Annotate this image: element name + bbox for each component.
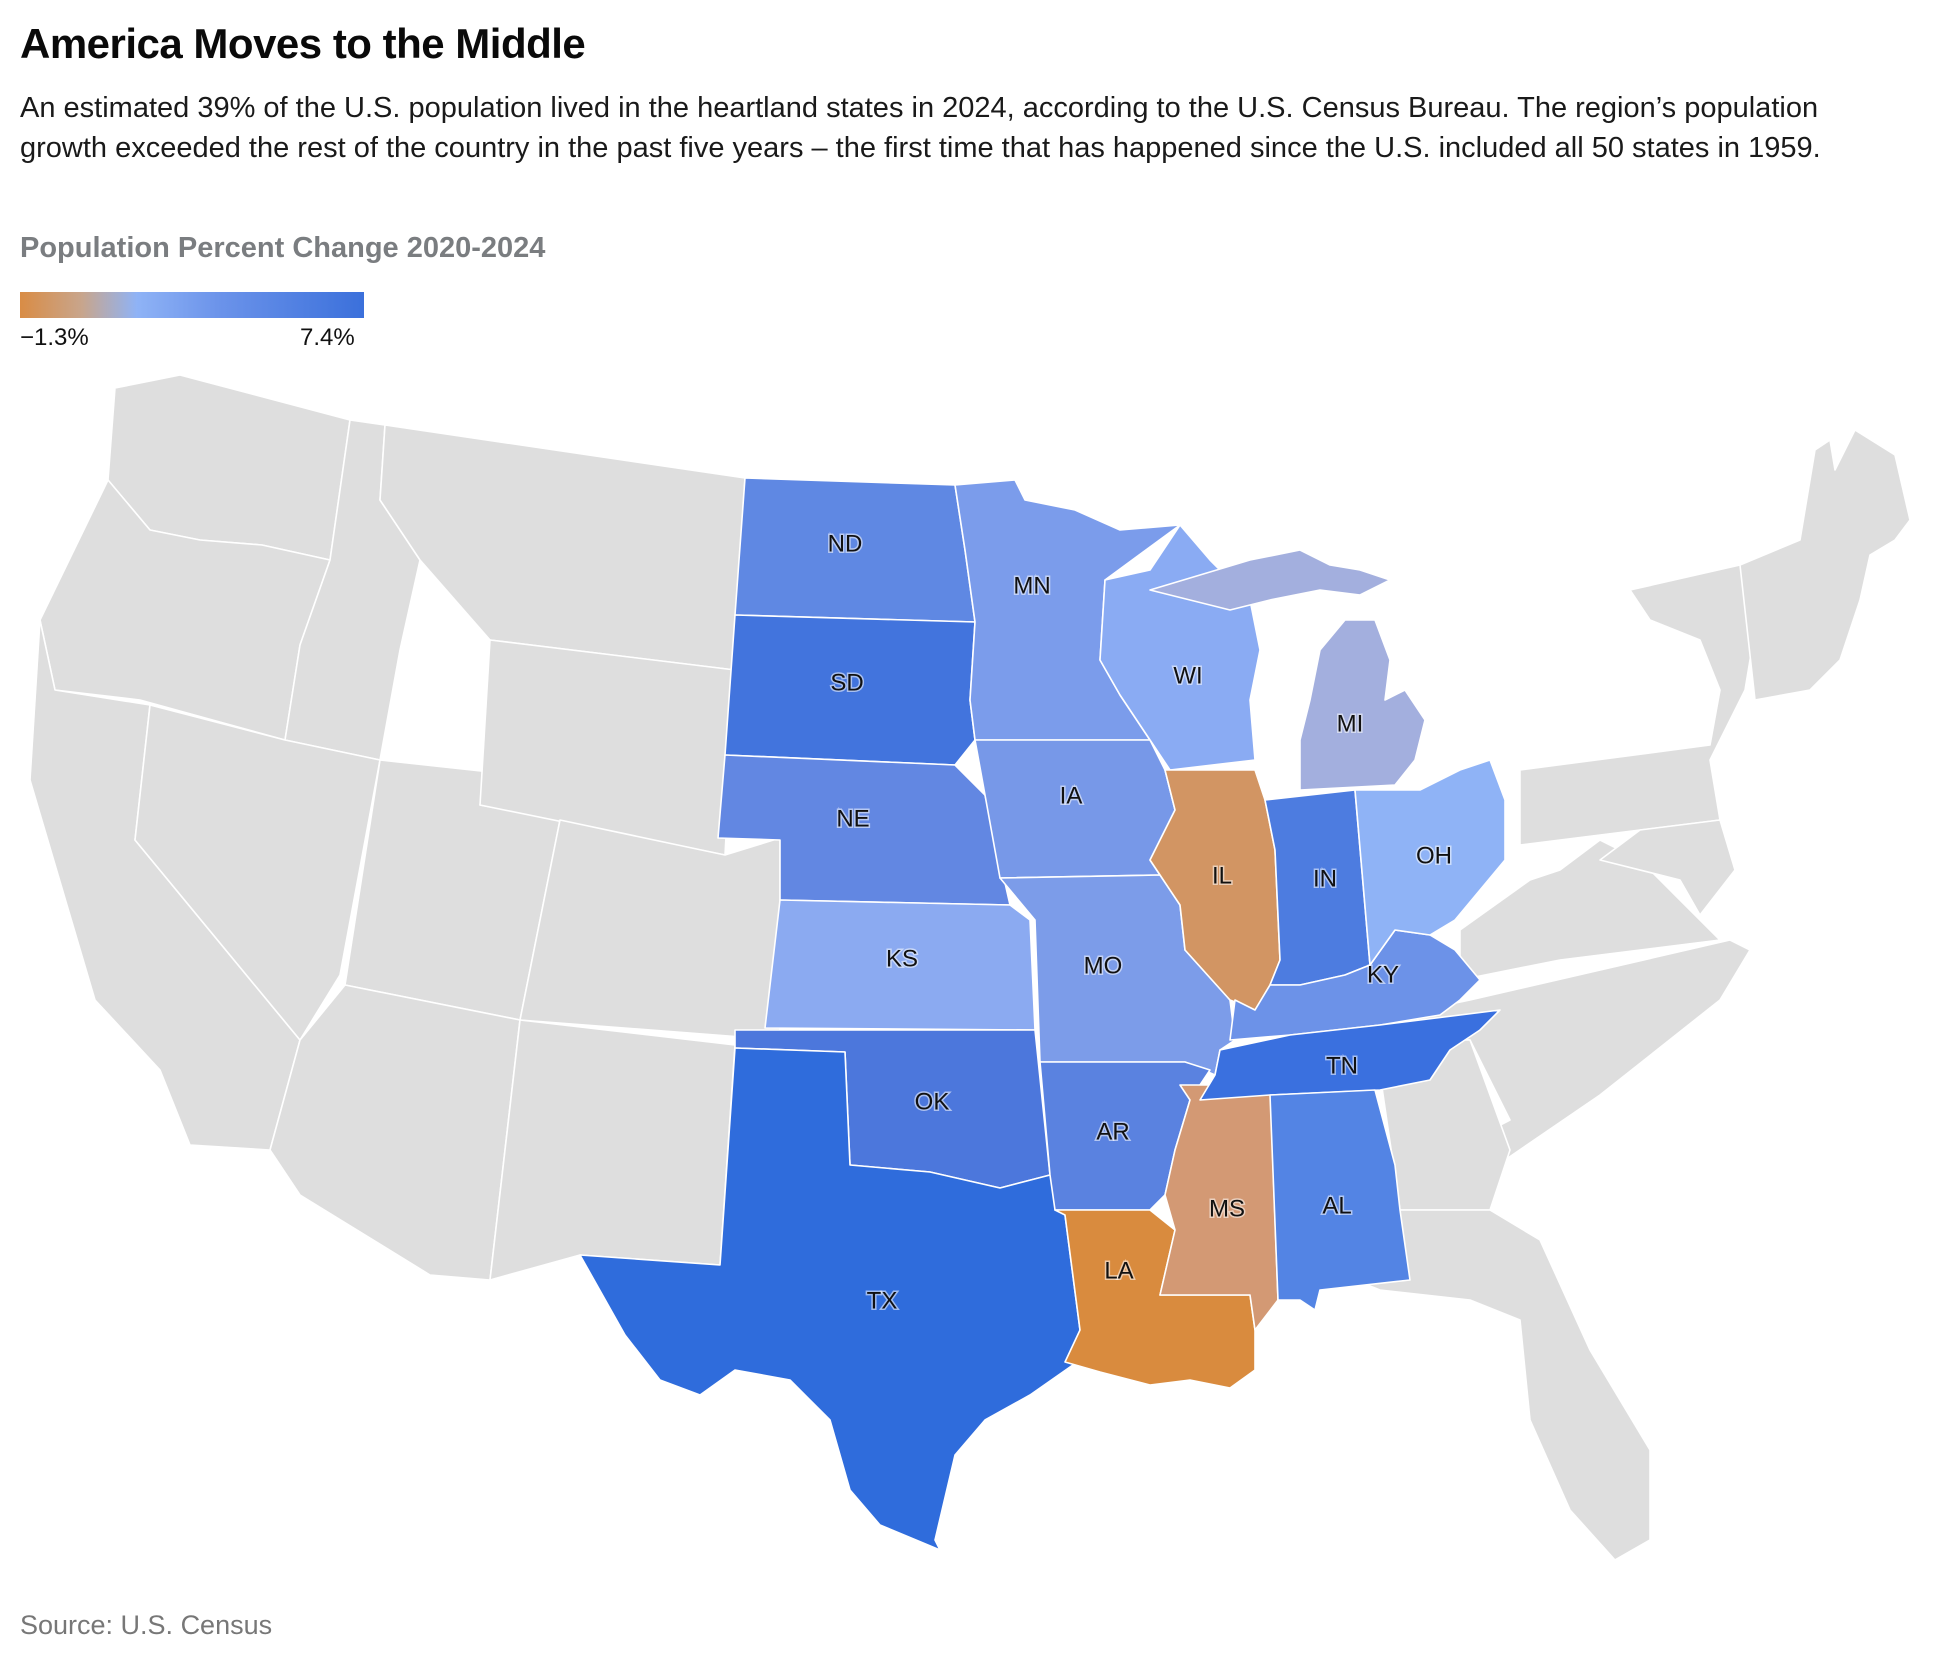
legend-max-label: 7.4%: [300, 324, 355, 351]
label-la: LA: [1104, 1257, 1133, 1284]
state-md-de-nj: [1599, 819, 1736, 916]
source-note: Source: U.S. Census: [20, 1610, 273, 1640]
state-co: [519, 819, 781, 1041]
state-nv: [134, 704, 381, 1041]
label-nd: ND: [828, 530, 863, 557]
other-states: [29, 374, 1911, 1561]
legend-min-label: −1.3%: [20, 324, 89, 351]
state-va-wv: [1459, 839, 1721, 981]
state-ky: [1229, 929, 1481, 1041]
state-oh: [1354, 759, 1506, 966]
label-in: IN: [1313, 865, 1337, 892]
label-mo: MO: [1084, 952, 1123, 979]
us-heartland-map: ND SD NE KS OK TX MN IA MO AR LA WI IL M…: [29, 374, 1911, 1561]
state-pa-ny: [1519, 564, 1761, 846]
label-il: IL: [1212, 862, 1232, 889]
label-oh: OH: [1416, 842, 1452, 869]
state-fl: [1319, 1209, 1651, 1561]
state-labels: ND SD NE KS OK TX MN IA MO AR LA WI IL M…: [826, 529, 1453, 1316]
label-ms: MS: [1209, 1195, 1245, 1222]
state-mi: [1299, 619, 1426, 791]
label-sd: SD: [830, 669, 863, 696]
legend-color-scale: [20, 292, 364, 318]
label-mn: MN: [1013, 572, 1050, 599]
legend-title: Population Percent Change 2020-2024: [20, 232, 546, 264]
heartland-states: [579, 477, 1506, 1551]
label-ia: IA: [1060, 782, 1083, 809]
state-new-england: [1739, 429, 1911, 701]
label-al: AL: [1322, 1192, 1351, 1219]
label-wi: WI: [1173, 662, 1202, 689]
state-mi-upper: [1149, 549, 1391, 611]
label-tx: TX: [867, 1287, 898, 1314]
label-ok: OK: [915, 1088, 950, 1115]
state-ga-sc-nc-va: [1349, 939, 1751, 1186]
label-ne: NE: [836, 805, 869, 832]
map-title: America Moves to the Middle: [20, 20, 586, 67]
state-tx: [579, 1047, 1081, 1551]
map-subtitle: An estimated 39% of the U.S. population …: [20, 92, 1821, 164]
state-al: [1269, 1089, 1411, 1311]
label-mi: MI: [1337, 710, 1364, 737]
label-ar: AR: [1096, 1118, 1129, 1145]
state-tn: [1199, 1009, 1501, 1101]
label-tn: TN: [1326, 1052, 1358, 1079]
state-nm: [489, 1019, 736, 1281]
label-ks: KS: [886, 945, 918, 972]
label-ky: KY: [1367, 961, 1399, 988]
state-ks: [764, 899, 1036, 1031]
state-mt: [379, 424, 746, 671]
